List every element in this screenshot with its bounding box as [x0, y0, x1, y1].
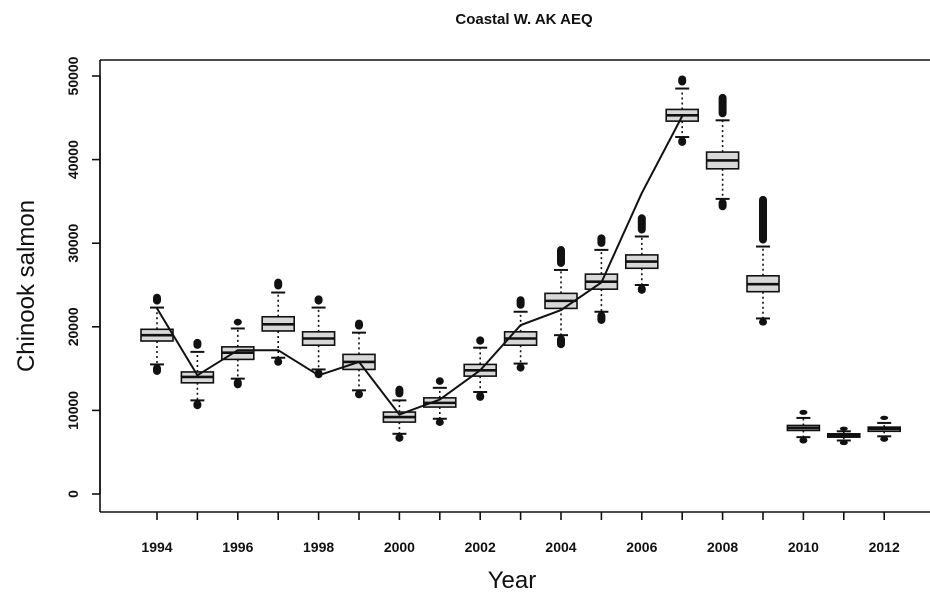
box-2011	[826, 426, 861, 446]
box-2001	[422, 377, 457, 426]
outliers-lower	[516, 363, 525, 372]
outliers-upper	[274, 278, 283, 290]
x-tick-label: 1998	[303, 539, 334, 555]
box-1994	[140, 293, 174, 375]
outliers-lower	[274, 357, 283, 366]
outliers-upper	[637, 214, 646, 234]
outliers-upper	[799, 409, 808, 415]
x-tick-label: 2000	[384, 539, 415, 555]
x-tick-label: 1996	[222, 539, 253, 555]
outliers-upper	[557, 246, 565, 267]
outliers-lower	[153, 364, 161, 375]
x-tick-label: 2002	[465, 539, 496, 555]
line-path	[156, 115, 684, 416]
outliers-upper	[516, 296, 525, 309]
box-1999	[342, 319, 376, 399]
outliers-upper	[759, 195, 767, 244]
outliers-upper	[880, 415, 889, 420]
outliers-lower	[880, 436, 889, 442]
outliers-upper	[435, 377, 444, 385]
x-tick-label: 2012	[869, 539, 900, 555]
box-series	[140, 75, 902, 446]
y-tick-label: 40000	[65, 140, 81, 179]
x-tick-label: 1994	[141, 539, 172, 555]
outliers-upper	[839, 426, 848, 431]
box-2012	[867, 415, 902, 442]
box-1995	[180, 338, 215, 410]
box-2009	[746, 195, 780, 326]
chart-title: Coastal W. AK AEQ	[455, 11, 593, 28]
x-tick-label: 2004	[545, 539, 576, 555]
outliers-upper	[314, 295, 323, 305]
line-series	[156, 115, 684, 416]
outliers-lower	[839, 440, 848, 446]
outliers-upper	[476, 336, 485, 345]
plot-area	[99, 59, 930, 513]
outliers-lower	[435, 418, 444, 426]
x-tick-label: 2006	[626, 539, 657, 555]
box-2008	[705, 93, 740, 211]
y-tick-label: 10000	[65, 391, 81, 430]
outliers-lower	[597, 311, 606, 324]
outliers-lower	[476, 392, 485, 401]
box-1997	[261, 278, 296, 366]
outliers-upper	[395, 385, 404, 398]
box-2002	[463, 336, 498, 401]
box-2007	[665, 75, 700, 146]
outliers-upper	[597, 234, 606, 247]
outliers-lower	[193, 400, 202, 410]
outliers-upper	[233, 318, 242, 326]
outliers-lower	[678, 137, 687, 146]
x-tick-label: 2008	[707, 539, 738, 555]
outliers-lower	[233, 378, 242, 389]
x-axis: 1994 1996 1998 2000 2002 2004 2006 2008 2010 2012	[141, 512, 900, 555]
outliers-lower	[355, 390, 363, 399]
y-tick-label: 30000	[65, 224, 81, 263]
outliers-lower	[314, 369, 323, 379]
box-2000	[382, 385, 417, 442]
y-axis: 0 10000 20000 30000 40000 50000	[65, 56, 101, 498]
outliers-upper	[193, 338, 202, 349]
y-axis-label: Chinook salmon	[13, 200, 40, 372]
box-2004	[544, 246, 578, 349]
x-axis-label: Year	[488, 567, 537, 594]
outliers-lower	[395, 433, 404, 442]
outliers-lower	[718, 198, 727, 211]
outliers-lower	[799, 437, 808, 444]
y-tick-label: 20000	[65, 307, 81, 346]
outliers-lower	[759, 318, 767, 326]
outliers-lower	[637, 285, 646, 294]
outliers-upper	[718, 93, 727, 118]
outliers-upper	[153, 293, 161, 305]
box-1996	[221, 318, 255, 389]
outliers-lower	[557, 335, 565, 349]
x-tick-label: 2010	[788, 539, 819, 555]
box-2005	[584, 234, 619, 324]
box-2003	[503, 296, 538, 372]
box-2010	[786, 409, 821, 444]
y-tick-label: 0	[65, 490, 81, 498]
plot-border	[99, 59, 930, 513]
box-2006	[624, 214, 659, 294]
box-1998	[301, 295, 336, 379]
outliers-upper	[678, 75, 687, 86]
y-tick-label: 50000	[65, 56, 81, 95]
outliers-upper	[355, 319, 363, 330]
